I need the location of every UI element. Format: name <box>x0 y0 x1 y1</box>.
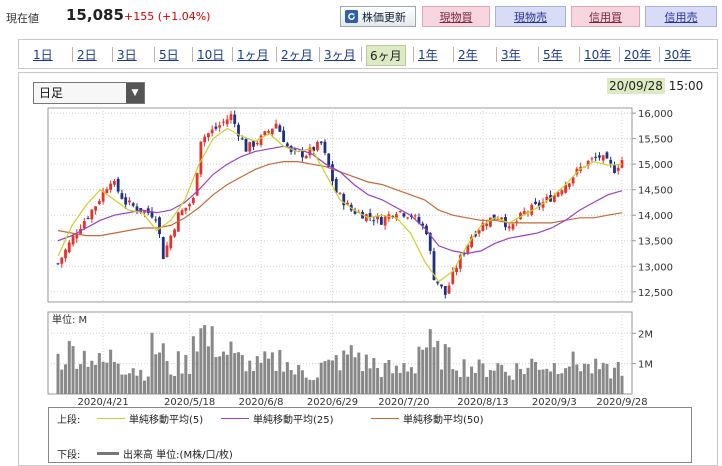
range-separator <box>154 47 155 62</box>
price-change: +155 (+1.04%) <box>124 10 211 23</box>
legend-lower: 下段: 出来高 単位:(M株/口/枚) <box>57 446 233 461</box>
range-separator <box>319 47 320 62</box>
legend-upper: 上段: <box>57 411 93 426</box>
range-tab-2[interactable]: 3日 <box>117 48 137 62</box>
refresh-label: 株価更新 <box>362 10 406 24</box>
margin-buy-button[interactable]: 信用買 <box>571 6 640 27</box>
range-separator <box>276 47 277 62</box>
ma5-swatch <box>97 418 125 419</box>
range-separator <box>72 47 73 62</box>
period-select[interactable]: 日足 ▼ <box>33 82 145 104</box>
quote-bar: 現在値 15,085 +155 (+1.04%) 株価更新 現物買 現物売 信用… <box>0 0 722 32</box>
range-separator <box>619 47 620 62</box>
legend-volume-label: 出来高 単位:(M株/口/枚) <box>123 450 233 461</box>
range-separator <box>496 47 497 62</box>
chart-date: 20/09/28 <box>607 78 665 94</box>
range-tab-8[interactable]: 6ヶ月 <box>366 45 406 66</box>
legend-ma50: 単純移動平均(50) <box>371 411 484 426</box>
legend-ma50-label: 単純移動平均(50) <box>403 415 484 426</box>
range-tab-6[interactable]: 2ヶ月 <box>281 48 313 62</box>
chart-legend: 上段: 単純移動平均(5) 単純移動平均(25) 単純移動平均(50) 下段: … <box>48 407 692 463</box>
range-separator <box>232 47 233 62</box>
refresh-icon <box>345 10 358 23</box>
range-tab-1[interactable]: 2日 <box>77 48 97 62</box>
range-tabs: 1日 2日 3日 5日 10日 1ヶ月 2ヶ月 3ヶ月 6ヶ月 1年 2年 3年 5年 10年 20年 30年 <box>18 39 718 69</box>
range-tab-11[interactable]: 3年 <box>501 48 521 62</box>
volume-swatch <box>97 452 119 455</box>
legend-ma25-label: 単純移動平均(25) <box>253 415 334 426</box>
range-separator <box>413 47 414 62</box>
dropdown-arrow-icon[interactable]: ▼ <box>126 83 144 103</box>
ma50-swatch <box>371 418 399 419</box>
range-separator <box>659 47 660 62</box>
spot-sell-button[interactable]: 現物売 <box>495 6 566 27</box>
range-tab-9[interactable]: 1年 <box>418 48 438 62</box>
range-tab-3[interactable]: 5日 <box>159 48 179 62</box>
range-tab-0[interactable]: 1日 <box>33 48 53 62</box>
ma25-swatch <box>221 418 249 419</box>
legend-upper-label: 上段: <box>57 415 81 426</box>
range-separator <box>453 47 454 62</box>
legend-ma5-label: 単純移動平均(5) <box>129 415 204 426</box>
range-tab-12[interactable]: 5年 <box>543 48 563 62</box>
legend-ma5: 単純移動平均(5) <box>97 411 203 426</box>
range-tab-14[interactable]: 20年 <box>624 48 652 62</box>
margin-sell-button[interactable]: 信用売 <box>645 6 717 27</box>
range-separator <box>192 47 193 62</box>
refresh-price-button[interactable]: 株価更新 <box>340 6 416 27</box>
chart-datetime: 20/09/28 15:00 <box>607 78 704 94</box>
range-tab-10[interactable]: 2年 <box>458 48 478 62</box>
range-tab-5[interactable]: 1ヶ月 <box>237 48 269 62</box>
range-tab-4[interactable]: 10日 <box>197 48 225 62</box>
range-tab-15[interactable]: 30年 <box>664 48 692 62</box>
range-separator <box>579 47 580 62</box>
current-price: 15,085 <box>66 6 124 24</box>
legend-ma25: 単純移動平均(25) <box>221 411 334 426</box>
range-separator <box>538 47 539 62</box>
range-tab-13[interactable]: 10年 <box>584 48 612 62</box>
period-select-value: 日足 <box>39 86 64 100</box>
legend-lower-label: 下段: <box>57 450 81 461</box>
current-price-label: 現在値 <box>6 12 39 25</box>
spot-buy-button[interactable]: 現物買 <box>422 6 490 27</box>
chart-time: 15:00 <box>668 79 704 93</box>
range-tab-7[interactable]: 3ヶ月 <box>324 48 356 62</box>
range-separator <box>361 47 362 62</box>
range-separator <box>112 47 113 62</box>
